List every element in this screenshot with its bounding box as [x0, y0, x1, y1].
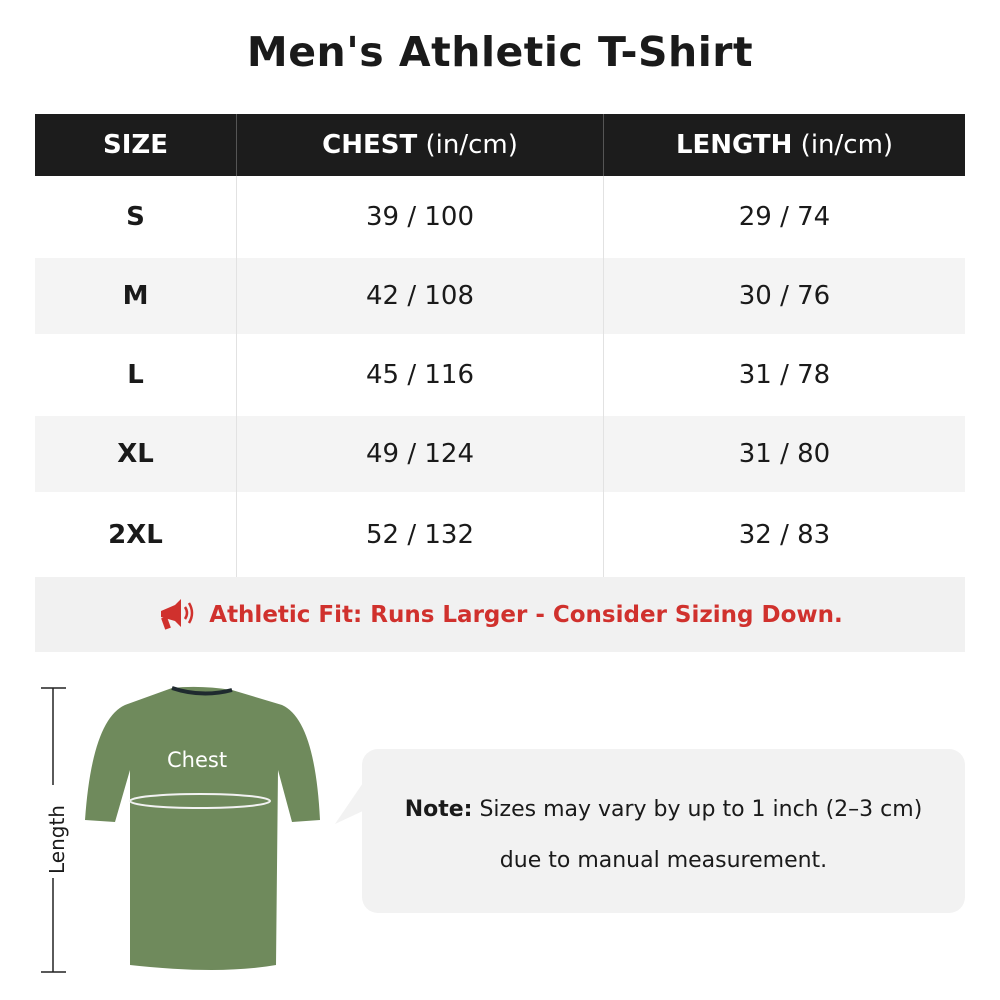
header-chest: CHEST (in/cm)	[237, 114, 604, 176]
note-line-2: due to manual measurement.	[499, 848, 828, 873]
chest-cell: 49 / 124	[237, 416, 604, 492]
length-cell: 32 / 83	[738, 519, 831, 550]
table-row: M 42 / 108 30 / 76	[35, 258, 965, 334]
fit-note-text: Athletic Fit: Runs Larger - Consider Siz…	[209, 601, 843, 628]
size-cell: XL	[35, 416, 237, 492]
table-row: L 45 / 116 31 / 78	[35, 334, 965, 416]
table-row: S 39 / 100 29 / 74	[35, 176, 965, 258]
megaphone-icon	[161, 598, 194, 630]
length-ruler	[41, 687, 66, 973]
size-cell: M	[35, 258, 237, 334]
size-chart-table: SIZE CHEST (in/cm) LENGTH (in/cm) S 39 /…	[35, 114, 965, 652]
chest-cell: 45 / 116	[237, 334, 604, 416]
chest-label: Chest	[167, 748, 228, 772]
length-label: Length	[45, 805, 69, 874]
table-row: XL 49 / 124 31 / 80	[35, 416, 965, 492]
chest-cell: 52 / 132	[237, 492, 604, 577]
table-row: 2XL 52 / 132 32 / 83	[35, 492, 965, 577]
chest-cell: 42 / 108	[237, 258, 604, 334]
length-cell: 29 / 74	[738, 202, 831, 232]
length-cell: 31 / 80	[738, 439, 831, 469]
length-cell: 30 / 76	[738, 281, 831, 311]
chest-measure-icon	[129, 793, 271, 809]
chest-cell: 39 / 100	[237, 176, 604, 258]
tshirt-diagram	[41, 686, 320, 973]
size-cell: L	[35, 334, 237, 416]
header-length: LENGTH (in/cm)	[675, 130, 894, 160]
tshirt-icon	[85, 686, 320, 970]
note-bubble: Note: Sizes may vary by up to 1 inch (2–…	[362, 749, 965, 913]
length-cell: 31 / 78	[738, 360, 831, 390]
size-cell: S	[35, 176, 237, 258]
page-title: Men's Athletic T-Shirt	[246, 28, 754, 76]
table-header: SIZE CHEST (in/cm) LENGTH (in/cm)	[35, 114, 965, 176]
speech-bubble-tail	[335, 780, 365, 824]
fit-note: Athletic Fit: Runs Larger - Consider Siz…	[35, 577, 965, 652]
header-size: SIZE	[35, 114, 237, 176]
size-cell: 2XL	[35, 492, 237, 577]
note-line-1: Note: Sizes may vary by up to 1 inch (2–…	[404, 797, 923, 822]
